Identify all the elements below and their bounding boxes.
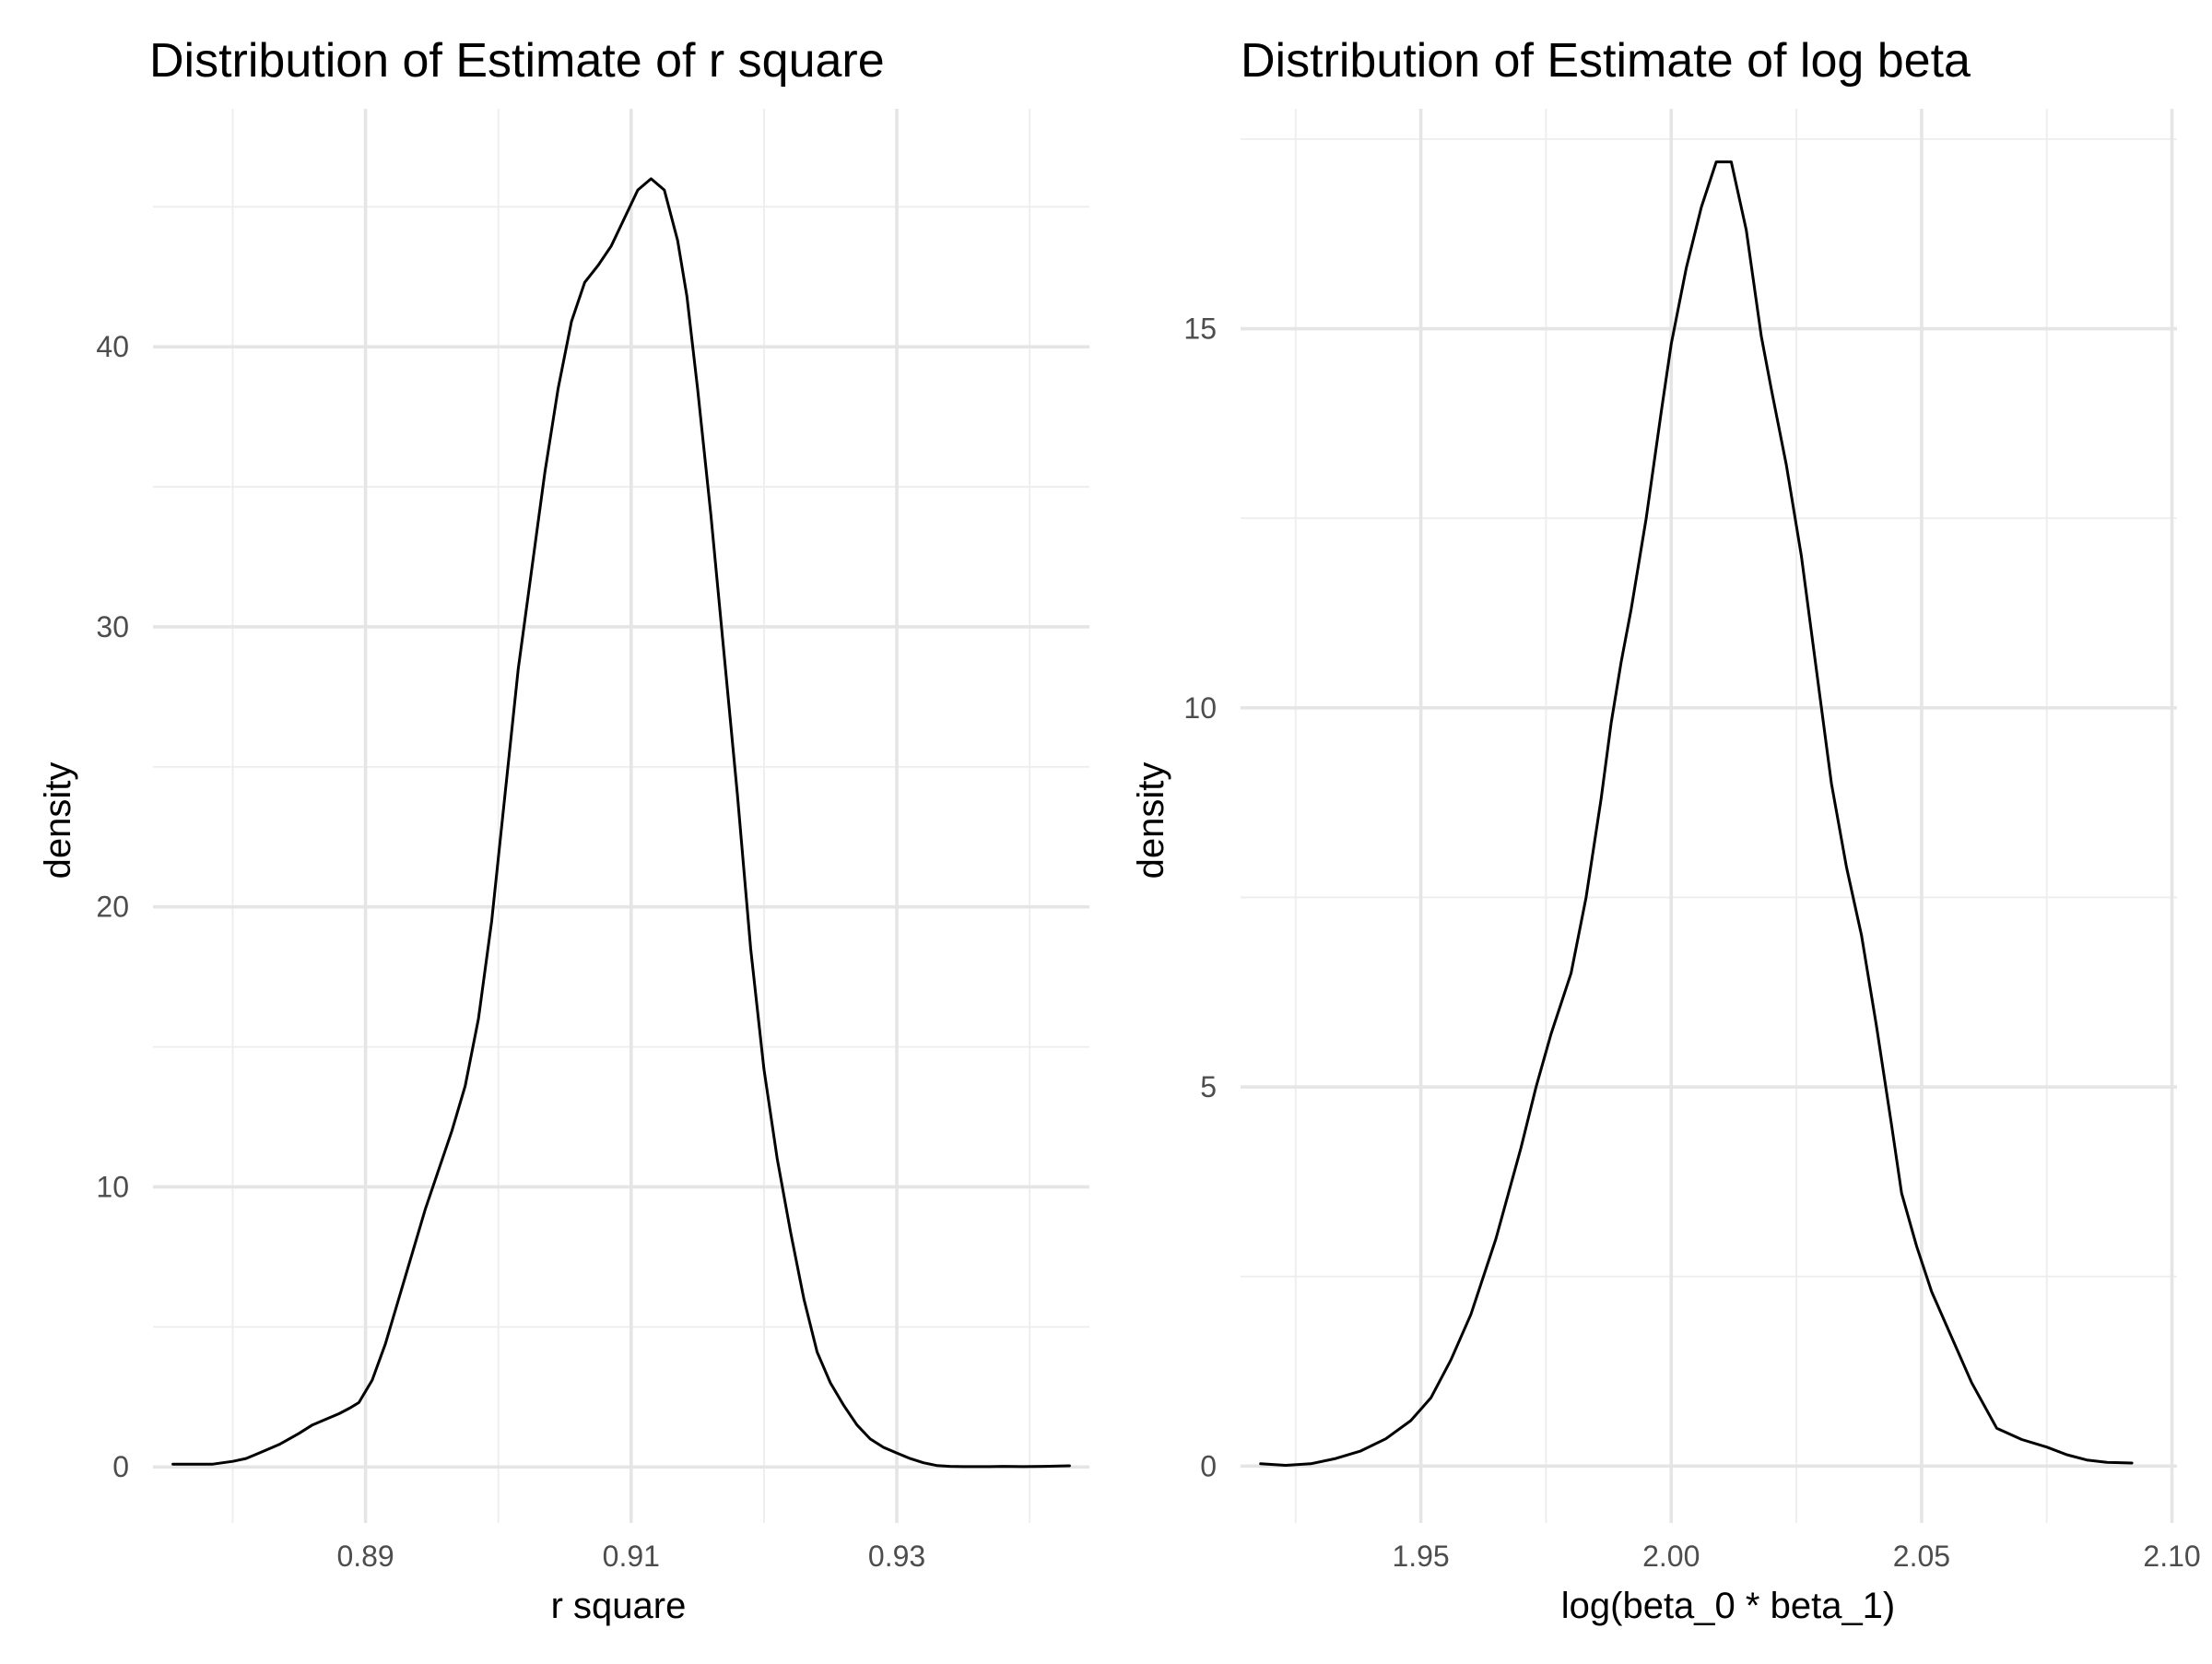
gridlines: [1241, 109, 2177, 1523]
x-tick-label: 1.95: [1392, 1540, 1449, 1573]
x-tick-label: 0.93: [868, 1540, 925, 1573]
panel-title: Distribution of Estimate of log beta: [1241, 34, 1971, 88]
density-series: [1259, 160, 2134, 1467]
y-tick-label: 15: [1183, 313, 1217, 346]
x-tick-label: 0.91: [603, 1540, 660, 1573]
y-axis-title: density: [38, 762, 78, 879]
y-tick-label: 0: [1200, 1449, 1217, 1482]
x-axis-title: log(beta_0 * beta_1): [1561, 1586, 1896, 1626]
y-axis-title: density: [1131, 762, 1171, 879]
x-tick-label: 2.05: [1893, 1540, 1950, 1573]
density-series: [171, 177, 1071, 1469]
x-tick-label: 2.00: [1642, 1540, 1700, 1573]
y-tick-label: 5: [1200, 1070, 1217, 1103]
panel-log-beta: 1.95 2.00 2.05 2.10 0 5 10 15 Distribution of …: [1131, 34, 2201, 1626]
x-tick-label: 2.10: [2143, 1540, 2200, 1573]
panel-r-square: 0.89 0.91 0.93 0 10 20 30 40 Distribution of E…: [38, 34, 1089, 1626]
x-tick-labels: 0.89 0.91 0.93: [336, 1540, 925, 1573]
x-axis-title: r square: [551, 1586, 687, 1626]
gridlines: [153, 109, 1089, 1523]
y-tick-label: 0: [112, 1450, 129, 1483]
y-tick-label: 30: [96, 610, 129, 643]
y-tick-label: 10: [96, 1170, 129, 1203]
y-tick-labels: 0 10 20 30 40: [96, 330, 129, 1483]
panel-title: Distribution of Estimate of r square: [149, 34, 885, 88]
x-tick-labels: 1.95 2.00 2.05 2.10: [1392, 1540, 2200, 1573]
y-tick-label: 40: [96, 330, 129, 363]
y-tick-label: 20: [96, 891, 129, 924]
x-tick-label: 0.89: [336, 1540, 394, 1573]
density-curve: [171, 177, 1071, 1469]
y-tick-labels: 0 5 10 15: [1183, 313, 1217, 1483]
density-curve: [1259, 160, 2134, 1467]
y-tick-label: 10: [1183, 691, 1217, 725]
